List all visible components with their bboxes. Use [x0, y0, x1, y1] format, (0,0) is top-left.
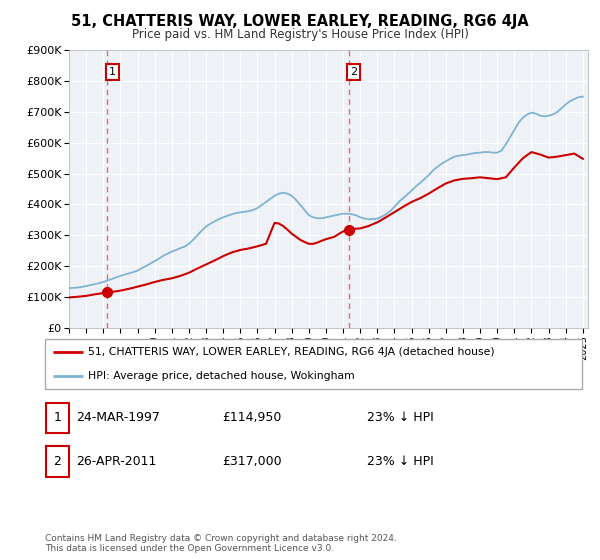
Text: £317,000: £317,000 [222, 455, 282, 468]
Text: 23% ↓ HPI: 23% ↓ HPI [367, 411, 434, 424]
Text: £114,950: £114,950 [222, 411, 281, 424]
Text: 51, CHATTERIS WAY, LOWER EARLEY, READING, RG6 4JA (detached house): 51, CHATTERIS WAY, LOWER EARLEY, READING… [88, 347, 494, 357]
Text: 1: 1 [53, 411, 61, 424]
Text: 26-APR-2011: 26-APR-2011 [76, 455, 157, 468]
Bar [46, 446, 68, 477]
Text: 51, CHATTERIS WAY, LOWER EARLEY, READING, RG6 4JA: 51, CHATTERIS WAY, LOWER EARLEY, READING… [71, 14, 529, 29]
Bar [46, 403, 68, 433]
Text: 2: 2 [53, 455, 61, 468]
Text: 23% ↓ HPI: 23% ↓ HPI [367, 455, 434, 468]
Text: 24-MAR-1997: 24-MAR-1997 [76, 411, 160, 424]
Text: Contains HM Land Registry data © Crown copyright and database right 2024.
This d: Contains HM Land Registry data © Crown c… [45, 534, 397, 553]
Text: Price paid vs. HM Land Registry's House Price Index (HPI): Price paid vs. HM Land Registry's House … [131, 28, 469, 41]
Text: 2: 2 [350, 67, 357, 77]
Text: 1: 1 [109, 67, 116, 77]
Text: HPI: Average price, detached house, Wokingham: HPI: Average price, detached house, Woki… [88, 371, 355, 381]
